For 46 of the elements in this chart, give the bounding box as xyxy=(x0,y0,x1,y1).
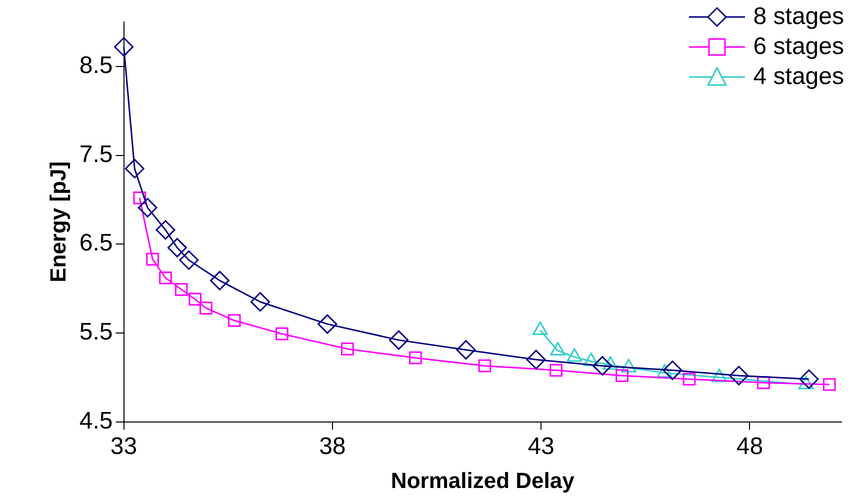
point xyxy=(156,220,176,240)
point xyxy=(159,271,172,284)
y-tick-label: 6.5 xyxy=(79,230,113,257)
point xyxy=(133,192,146,204)
point xyxy=(124,158,144,178)
point xyxy=(799,369,819,389)
point xyxy=(550,364,562,377)
point xyxy=(167,238,187,258)
point xyxy=(822,378,836,391)
point xyxy=(478,359,492,372)
point xyxy=(682,372,696,386)
point xyxy=(341,342,354,356)
legend-label: 4 stages xyxy=(753,62,844,92)
point xyxy=(526,350,546,370)
point xyxy=(389,330,409,350)
point xyxy=(146,252,159,266)
x-tick-label: 33 xyxy=(110,432,138,460)
y-tick-label: 5.5 xyxy=(79,318,113,346)
point xyxy=(729,366,749,386)
point xyxy=(228,314,241,327)
x-tick-label: 48 xyxy=(736,432,764,460)
y-tick-label: 4.5 xyxy=(79,407,113,434)
y-tick-label: 7.5 xyxy=(79,140,113,168)
point xyxy=(179,250,199,270)
point xyxy=(250,292,270,312)
point xyxy=(592,356,612,376)
y-tick-label: 8.5 xyxy=(79,52,113,80)
point xyxy=(757,376,770,390)
x-axis-title: Normalized Delay xyxy=(390,468,576,493)
point xyxy=(138,198,158,218)
point xyxy=(200,302,212,314)
point xyxy=(662,360,682,380)
point xyxy=(188,292,202,306)
point xyxy=(210,270,230,290)
point xyxy=(409,351,422,364)
point xyxy=(114,37,134,57)
point xyxy=(456,340,476,360)
point xyxy=(318,314,338,334)
legend-label: 6 stages xyxy=(753,32,844,62)
legend-label: 8 stages xyxy=(753,2,844,32)
x-tick-label: 38 xyxy=(319,432,346,460)
x-tick-label: 43 xyxy=(528,432,554,460)
y-axis-title: Energy [pJ] xyxy=(45,161,70,282)
point xyxy=(276,327,288,340)
point xyxy=(616,369,628,382)
point xyxy=(174,283,188,296)
